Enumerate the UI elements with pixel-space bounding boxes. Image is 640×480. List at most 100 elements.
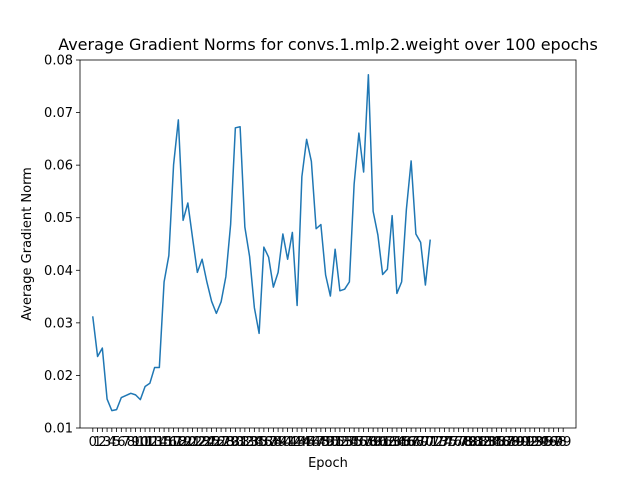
y-tick-label: 0.05 <box>44 211 73 226</box>
y-tick-label: 0.02 <box>44 369 73 384</box>
x-tick-label: 68 <box>408 435 425 450</box>
x-tick-label: 87 <box>498 435 515 450</box>
x-tick-label: 63 <box>384 435 401 450</box>
x-tick-label: 80 <box>465 435 482 450</box>
x-tick-label: 31 <box>232 435 249 450</box>
x-tick-label: 86 <box>493 435 510 450</box>
x-tick-label: 83 <box>479 435 496 450</box>
x-tick-label: 42 <box>284 435 301 450</box>
x-tick-label: 8 <box>127 435 135 450</box>
x-tick-label: 25 <box>203 435 220 450</box>
x-tick-label: 64 <box>389 435 406 450</box>
x-tick-label: 93 <box>526 435 543 450</box>
x-tick-label: 37 <box>260 435 277 450</box>
x-tick-label: 51 <box>327 435 344 450</box>
y-tick-label: 0.03 <box>44 316 73 331</box>
x-tick-label: 56 <box>351 435 368 450</box>
x-tick-label: 1 <box>93 435 101 450</box>
y-tick-label: 0.01 <box>44 422 73 437</box>
x-tick-label: 81 <box>469 435 486 450</box>
x-tick-label: 60 <box>370 435 387 450</box>
y-axis-label: Average Gradient Norm <box>20 167 35 321</box>
x-tick-label: 74 <box>436 435 453 450</box>
x-tick-label: 70 <box>417 435 434 450</box>
x-tick-label: 79 <box>460 435 477 450</box>
x-tick-label: 26 <box>208 435 225 450</box>
x-tick-label: 11 <box>137 435 154 450</box>
x-tick-label: 5 <box>112 435 120 450</box>
x-tick-label: 50 <box>322 435 339 450</box>
x-tick-label: 40 <box>275 435 292 450</box>
x-tick-label: 57 <box>355 435 372 450</box>
x-tick-label: 34 <box>246 435 263 450</box>
x-tick-label: 41 <box>279 435 296 450</box>
x-tick-label: 45 <box>298 435 315 450</box>
x-tick-label: 17 <box>165 435 182 450</box>
x-tick-label: 7 <box>122 435 130 450</box>
plot-frame <box>79 59 577 429</box>
x-tick-label: 29 <box>222 435 239 450</box>
y-tick-label: 0.04 <box>44 264 73 279</box>
x-tick-label: 66 <box>398 435 415 450</box>
x-tick-label: 91 <box>517 435 534 450</box>
x-tick-label: 46 <box>303 435 320 450</box>
x-tick-label: 48 <box>313 435 330 450</box>
x-tick-label: 53 <box>336 435 353 450</box>
x-tick-label: 84 <box>484 435 501 450</box>
x-tick-label: 36 <box>256 435 273 450</box>
x-tick-label: 6 <box>117 435 125 450</box>
x-tick-label: 35 <box>251 435 268 450</box>
x-tick-label: 95 <box>536 435 553 450</box>
x-tick-label: 59 <box>365 435 382 450</box>
x-tick-label: 62 <box>379 435 396 450</box>
x-tick-label: 72 <box>427 435 444 450</box>
x-tick-label: 14 <box>151 435 168 450</box>
x-tick-label: 39 <box>270 435 287 450</box>
x-tick-label: 9 <box>131 435 139 450</box>
x-tick-label: 98 <box>550 435 567 450</box>
x-axis-label: Epoch <box>308 456 348 471</box>
x-tick-label: 4 <box>108 435 116 450</box>
x-tick-label: 54 <box>341 435 358 450</box>
x-tick-label: 85 <box>488 435 505 450</box>
x-tick-label: 28 <box>218 435 235 450</box>
x-axis-ticks: 0123456789101112131415161718192021222324… <box>89 428 572 450</box>
x-tick-label: 94 <box>531 435 548 450</box>
x-tick-label: 69 <box>412 435 429 450</box>
x-tick-label: 19 <box>175 435 192 450</box>
y-axis-ticks: 0.01 0.02 0.03 0.04 0.05 0.06 0.07 0.08 <box>44 54 80 437</box>
x-tick-label: 16 <box>161 435 178 450</box>
x-tick-label: 0 <box>89 435 97 450</box>
x-tick-label: 65 <box>393 435 410 450</box>
x-tick-label: 27 <box>213 435 230 450</box>
x-tick-label: 43 <box>289 435 306 450</box>
x-tick-label: 78 <box>455 435 472 450</box>
x-tick-label: 18 <box>170 435 187 450</box>
x-tick-label: 21 <box>184 435 201 450</box>
x-tick-label: 23 <box>194 435 211 450</box>
x-tick-label: 67 <box>403 435 420 450</box>
x-tick-label: 52 <box>332 435 349 450</box>
x-tick-label: 75 <box>441 435 458 450</box>
x-tick-label: 76 <box>446 435 463 450</box>
x-tick-label: 10 <box>132 435 149 450</box>
x-tick-label: 73 <box>431 435 448 450</box>
x-tick-label: 77 <box>450 435 467 450</box>
x-tick-label: 90 <box>512 435 529 450</box>
x-tick-label: 2 <box>98 435 106 450</box>
x-tick-label: 13 <box>146 435 163 450</box>
x-tick-label: 33 <box>241 435 258 450</box>
x-tick-label: 99 <box>555 435 572 450</box>
x-tick-label: 89 <box>507 435 524 450</box>
x-tick-label: 38 <box>265 435 282 450</box>
x-tick-label: 30 <box>227 435 244 450</box>
x-tick-label: 12 <box>142 435 159 450</box>
x-tick-label: 15 <box>156 435 173 450</box>
series-line <box>91 73 431 412</box>
x-tick-label: 58 <box>360 435 377 450</box>
x-tick-label: 96 <box>541 435 558 450</box>
x-tick-label: 61 <box>374 435 391 450</box>
y-tick-label: 0.08 <box>44 54 73 69</box>
